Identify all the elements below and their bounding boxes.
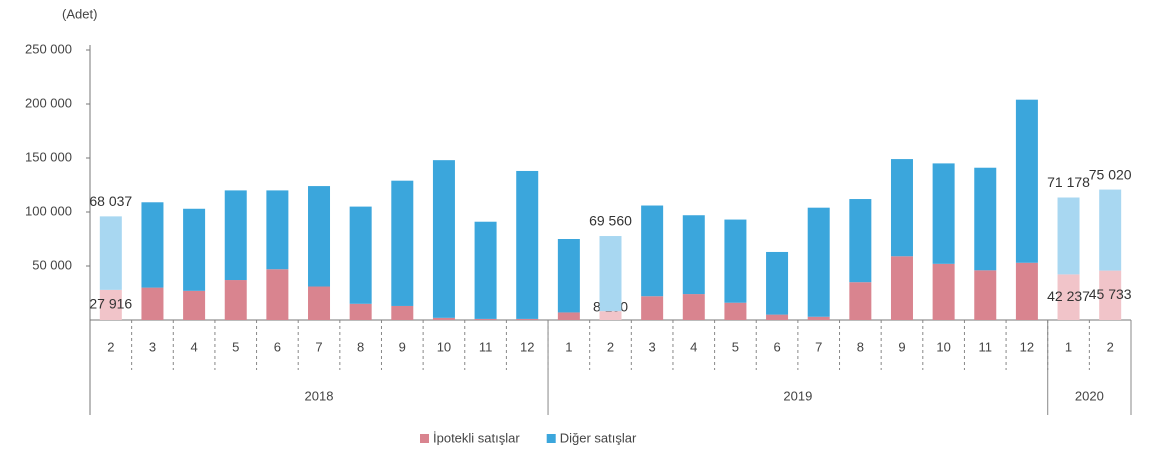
x-tick-label: 12 <box>1020 339 1034 354</box>
bar-segment <box>99 289 122 320</box>
x-tick-label: 8 <box>357 339 364 354</box>
bar-segment <box>932 263 955 320</box>
bar-segment <box>849 282 872 320</box>
x-tick-label: 11 <box>479 339 493 354</box>
y-tick-label: 150 000 <box>25 149 72 164</box>
x-tick-label: 8 <box>857 339 864 354</box>
y-tick-label: 100 000 <box>25 203 72 218</box>
value-label: 71 178 <box>1047 174 1090 190</box>
x-tick-label: 2 <box>607 339 614 354</box>
bar-segment <box>516 318 539 320</box>
bar-segment <box>890 159 913 257</box>
bar-segment <box>432 317 455 320</box>
bar-segment <box>266 190 289 270</box>
bar-segment <box>183 208 206 291</box>
x-tick-label: 4 <box>190 339 197 354</box>
bar-segment <box>932 163 955 264</box>
bar-segment <box>99 216 122 290</box>
value-label: 42 237 <box>1047 288 1090 304</box>
group-label: 2020 <box>1075 388 1104 403</box>
bar-segment <box>766 314 789 320</box>
bar-segment <box>391 305 414 320</box>
x-tick-label: 5 <box>732 339 739 354</box>
group-label: 2018 <box>305 388 334 403</box>
value-label: 69 560 <box>589 213 632 229</box>
x-tick-label: 4 <box>690 339 697 354</box>
x-tick-label: 12 <box>520 339 534 354</box>
x-tick-label: 10 <box>936 339 950 354</box>
bar-segment <box>724 219 747 303</box>
legend-swatch <box>420 434 429 443</box>
bar-segment <box>1015 262 1038 320</box>
x-tick-label: 11 <box>979 339 993 354</box>
x-tick-label: 5 <box>232 339 239 354</box>
bar-segment <box>766 251 789 315</box>
bar-segment <box>308 186 331 287</box>
bar-segment <box>183 290 206 320</box>
bar-segment <box>641 296 664 320</box>
bar-segment <box>641 205 664 297</box>
bar-segment <box>432 160 455 318</box>
x-tick-label: 9 <box>399 339 406 354</box>
bar-segment <box>724 302 747 320</box>
bar-segment <box>557 239 580 313</box>
bar-segment <box>391 180 414 306</box>
value-label: 27 916 <box>89 296 132 312</box>
bar-segment <box>599 236 622 312</box>
x-tick-label: 2 <box>107 339 114 354</box>
bar-segment <box>599 311 622 320</box>
bar-segment <box>141 287 164 320</box>
bar-segment <box>974 270 997 320</box>
bar-segment <box>1057 197 1080 275</box>
y-tick-label: 250 000 <box>25 41 72 56</box>
x-tick-label: 9 <box>898 339 905 354</box>
legend-label: İpotekli satışlar <box>433 430 520 445</box>
value-label: 68 037 <box>89 193 132 209</box>
y-tick-label: 200 000 <box>25 95 72 110</box>
bar-segment <box>224 280 247 320</box>
bar-segment <box>224 190 247 281</box>
x-tick-label: 7 <box>315 339 322 354</box>
legend-label: Diğer satışlar <box>560 430 637 445</box>
group-label: 2019 <box>783 388 812 403</box>
bar-segment <box>890 256 913 320</box>
x-tick-label: 3 <box>649 339 656 354</box>
bar-segment <box>974 167 997 271</box>
bar-segment <box>516 170 539 319</box>
value-label: 45 733 <box>1089 286 1132 302</box>
bar-segment <box>1015 99 1038 263</box>
bar-segment <box>807 316 830 320</box>
bar-segment <box>807 207 830 317</box>
x-tick-label: 6 <box>274 339 281 354</box>
x-tick-label: 1 <box>565 339 572 354</box>
x-tick-label: 2 <box>1107 339 1114 354</box>
x-tick-label: 1 <box>1065 339 1072 354</box>
bar-segment <box>141 202 164 288</box>
x-tick-label: 6 <box>773 339 780 354</box>
bar-segment <box>682 294 705 320</box>
x-tick-label: 3 <box>149 339 156 354</box>
bar-segment <box>308 286 331 320</box>
x-tick-label: 10 <box>437 339 451 354</box>
y-axis-label: (Adet) <box>62 6 97 21</box>
bar-segment <box>1099 189 1122 271</box>
bar-segment <box>474 318 497 320</box>
bar-segment <box>1057 274 1080 320</box>
bar-segment <box>1099 270 1122 320</box>
bar-segment <box>349 206 372 304</box>
x-tick-label: 7 <box>815 339 822 354</box>
y-tick-label: 50 000 <box>32 257 72 272</box>
bar-segment <box>474 221 497 319</box>
value-label: 75 020 <box>1089 166 1132 182</box>
bar-segment <box>682 215 705 295</box>
bar-segment <box>557 312 580 320</box>
bar-segment <box>266 269 289 320</box>
bar-segment <box>849 199 872 283</box>
legend-swatch <box>546 434 556 443</box>
bar-segment <box>349 303 372 320</box>
